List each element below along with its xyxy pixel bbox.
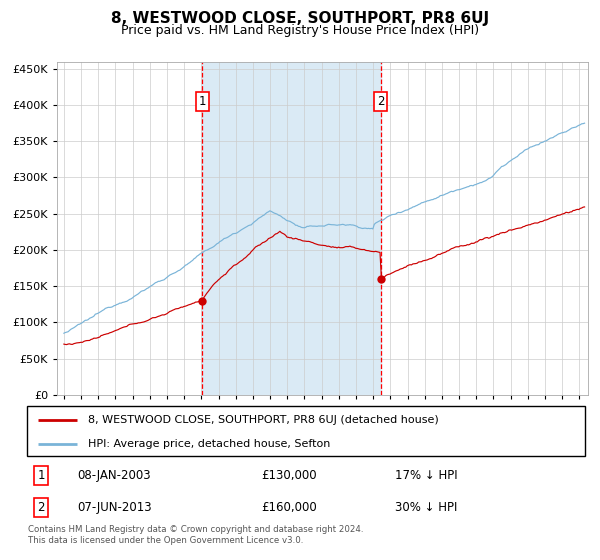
Text: 8, WESTWOOD CLOSE, SOUTHPORT, PR8 6UJ (detached house): 8, WESTWOOD CLOSE, SOUTHPORT, PR8 6UJ (d… bbox=[88, 415, 439, 425]
Text: Contains HM Land Registry data © Crown copyright and database right 2024.
This d: Contains HM Land Registry data © Crown c… bbox=[28, 525, 364, 545]
Bar bbox=[202, 62, 381, 395]
Text: 08-JAN-2003: 08-JAN-2003 bbox=[77, 469, 151, 482]
Text: 2: 2 bbox=[377, 95, 385, 108]
Text: 07-JUN-2013: 07-JUN-2013 bbox=[77, 501, 152, 514]
Text: 2: 2 bbox=[37, 501, 45, 514]
Text: 1: 1 bbox=[37, 469, 45, 482]
Text: 17% ↓ HPI: 17% ↓ HPI bbox=[395, 469, 458, 482]
Text: 8, WESTWOOD CLOSE, SOUTHPORT, PR8 6UJ: 8, WESTWOOD CLOSE, SOUTHPORT, PR8 6UJ bbox=[111, 11, 489, 26]
Text: 30% ↓ HPI: 30% ↓ HPI bbox=[395, 501, 458, 514]
FancyBboxPatch shape bbox=[27, 406, 585, 456]
Text: HPI: Average price, detached house, Sefton: HPI: Average price, detached house, Seft… bbox=[88, 439, 331, 449]
Text: Price paid vs. HM Land Registry's House Price Index (HPI): Price paid vs. HM Land Registry's House … bbox=[121, 24, 479, 37]
Text: 1: 1 bbox=[199, 95, 206, 108]
Text: £160,000: £160,000 bbox=[262, 501, 317, 514]
Text: £130,000: £130,000 bbox=[262, 469, 317, 482]
